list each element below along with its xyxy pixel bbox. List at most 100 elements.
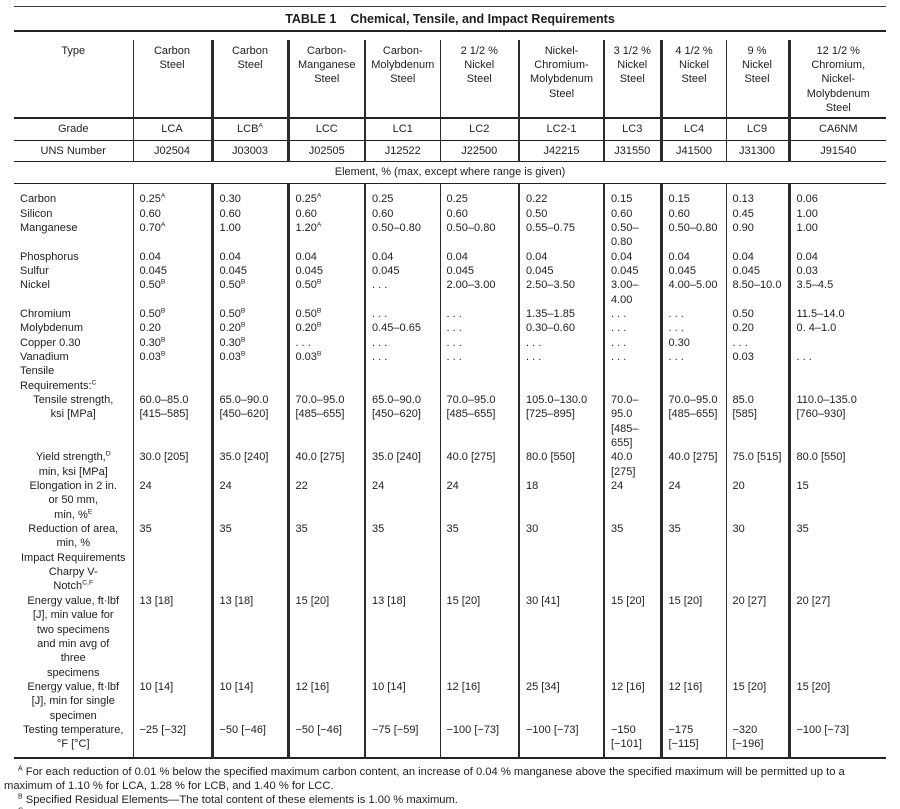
table-cell: [133, 550, 214, 594]
uns-cell: J31550: [604, 139, 663, 162]
table-cell: 30: [726, 522, 791, 551]
table-cell: 10 [14]: [133, 679, 214, 723]
table-cell: 35: [288, 522, 366, 551]
table-cell: 40.0 [275]: [604, 450, 663, 480]
table-cell: . . .: [726, 335, 791, 350]
table-cell: 35: [212, 522, 290, 551]
row-label: Tensile Requirements:C: [14, 364, 134, 394]
table-cell: [212, 550, 290, 594]
table-cell: [604, 364, 663, 394]
table-row: Chromium 0.50B 0.50B 0.50B. . .. . . 1.35–1.…: [14, 306, 886, 322]
table-row: Tensile strength, ksi [MPa] 60.0–85.0 [415–…: [14, 393, 886, 451]
table-cell: 0.13: [726, 184, 791, 207]
table-cell: 0.06: [796, 193, 818, 206]
type-header-label: Type: [14, 40, 134, 118]
table-cell: 15 [20]: [288, 593, 366, 680]
table-cell: 12 [16]: [661, 679, 727, 723]
table-cell: . . .: [604, 349, 663, 365]
row-label: Carbon: [14, 184, 134, 207]
table-cell: . . .: [661, 306, 727, 322]
table-cell: 2.50–3.50: [519, 278, 605, 307]
table-body: Carbon 0.25A 0.30 0.25A 0.25 0.25 0.22 0.15 0.15…: [14, 184, 886, 758]
table-cell: 24: [212, 479, 290, 523]
table-cell: . . .: [519, 349, 605, 365]
table-cell: 0.50B: [288, 306, 366, 322]
table-cell: 0.04: [726, 249, 791, 264]
table-cell: . . .: [604, 321, 663, 336]
table-cell: [661, 364, 727, 394]
type-cell: Carbon Steel: [133, 40, 214, 118]
table-cell: . . .: [440, 306, 520, 322]
table-cell: 35: [796, 523, 809, 536]
table-cell: 0.25A: [133, 184, 214, 207]
table-cell: 1.00: [212, 220, 290, 250]
table-cell: 85.0 [585]: [726, 393, 791, 451]
table-cell: . . .: [604, 335, 663, 350]
table-cell: 0.03B: [133, 349, 214, 365]
table-cell: 0.30B: [133, 335, 214, 350]
table-cell: 12 [16]: [288, 679, 366, 723]
table-cell: 25 [34]: [519, 679, 605, 723]
table-cell: 0.50B: [212, 278, 290, 307]
table-cell: 13 [18]: [133, 593, 214, 680]
type-cell: 3 1/2 % Nickel Steel: [604, 40, 663, 118]
table-cell: 40.0 [275]: [440, 450, 520, 480]
table-cell: 0.55–0.75: [519, 220, 605, 250]
type-row: Type Carbon Steel Carbon Steel Carbon- Mangan…: [14, 40, 886, 118]
table-title-text: Chemical, Tensile, and Impact Requiremen…: [350, 12, 615, 26]
table-cell: 0.45–0.65: [365, 321, 441, 336]
top-rule: [14, 6, 886, 7]
footnote: B Specified Residual Elements—The total …: [18, 793, 458, 807]
table-cell: 35: [365, 522, 441, 551]
table-cell: 15 [20]: [661, 593, 727, 680]
table-cell: 105.0–130.0 [725–895]: [519, 393, 605, 451]
table-cell: 22: [288, 479, 366, 523]
title-rule: [14, 30, 886, 32]
table-cell: 15 [20]: [604, 593, 663, 680]
row-label: Nickel: [14, 278, 134, 307]
table-cell: 12 [16]: [440, 679, 520, 723]
table-cell: 0.50–0.80: [440, 220, 520, 250]
table-cell: . . .: [288, 335, 366, 350]
table-cell: 70.0–95.0 [485–655]: [604, 393, 663, 451]
table-cell: 24: [133, 479, 214, 523]
table-cell: [365, 364, 441, 394]
table-cell: 0.03: [796, 264, 818, 277]
table-cell: 110.0–135.0 [760–930]: [796, 394, 857, 421]
table-cell: 0.15: [604, 184, 663, 207]
table-cell: . . .: [440, 349, 520, 365]
table-cell: 3.00–4.00: [604, 278, 663, 307]
row-label: Manganese: [14, 220, 134, 250]
table-row: Impact Requirements Charpy V- NotchC,F: [14, 550, 886, 594]
table-cell: 0. 4–1.0: [796, 322, 837, 335]
table-cell: 0.60: [212, 206, 290, 221]
uns-cell: J22500: [440, 139, 520, 162]
table-cell: [519, 364, 605, 394]
table-cell: . . .: [440, 321, 520, 336]
table-cell: [288, 364, 366, 394]
table-cell: 0.30–0.60: [519, 321, 605, 336]
row-label: Tensile strength, ksi [MPa]: [14, 393, 134, 451]
grade-header-label: Grade: [14, 117, 134, 141]
table-cell: . . .: [440, 335, 520, 350]
table-cell: 3.5–4.5: [796, 279, 834, 292]
table-cell: 24: [440, 479, 520, 523]
table-cell: [726, 364, 791, 394]
table-cell: 0.04: [604, 249, 663, 264]
table-cell: 10 [14]: [212, 679, 290, 723]
table-cell: 0.50B: [212, 306, 290, 322]
table-cell: 0.045: [212, 263, 290, 279]
table-cell: 35: [604, 522, 663, 551]
table-row: Molybdenum 0.20 0.20B 0.20B 0.45–0.65. . . 0.…: [14, 321, 886, 336]
table-cell: 80.0 [550]: [519, 450, 605, 480]
table-cell: 0.20B: [288, 321, 366, 336]
footnotes: A For each reduction of 0.01 % below the…: [4, 765, 890, 809]
table-cell: 11.5–14.0: [796, 307, 845, 320]
table-cell: 0.50B: [288, 278, 366, 307]
table-cell: 20 [27]: [796, 594, 831, 607]
table-cell: 65.0–90.0 [450–620]: [365, 393, 441, 451]
uns-cell: J02504: [133, 139, 214, 162]
table-cell: . . .: [796, 350, 812, 363]
table-cell: 1.35–1.85: [519, 306, 605, 322]
uns-cell: J91540: [789, 139, 886, 162]
